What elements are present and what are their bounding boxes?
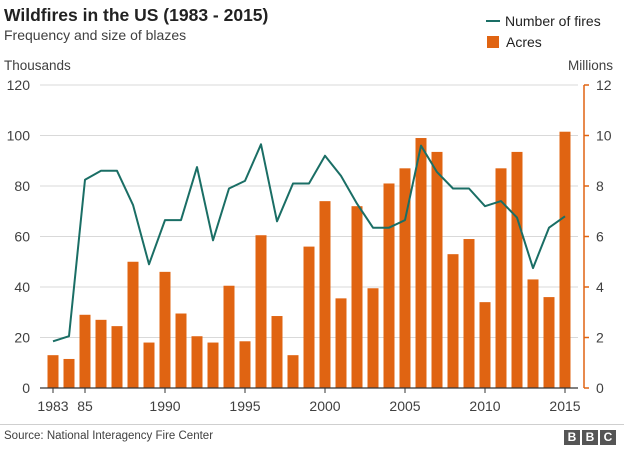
right-axis-tick-label: 2 <box>596 330 604 346</box>
right-axis-tick-label: 8 <box>596 178 604 194</box>
fires-line <box>52 143 566 343</box>
legend-item-acres: Acres <box>486 34 542 50</box>
x-axis-tick-label: 2010 <box>469 398 500 414</box>
chart-title: Wildfires in the US (1983 - 2015) <box>4 5 269 25</box>
left-axis-tick-label: 100 <box>7 128 31 144</box>
bbc-logo-letter: B <box>564 430 580 445</box>
bar <box>63 358 75 388</box>
right-axis-tick-label: 4 <box>596 279 604 295</box>
bar <box>47 355 59 388</box>
bar <box>223 285 235 388</box>
bar <box>463 239 475 388</box>
bar <box>351 206 363 388</box>
left-axis-tick-label: 80 <box>14 178 30 194</box>
right-axis-tick-label: 0 <box>596 380 604 396</box>
x-axis-tick-label: 1995 <box>229 398 260 414</box>
left-axis-tick-label: 0 <box>22 380 30 396</box>
bar <box>207 342 219 388</box>
bar <box>511 151 523 388</box>
left-axis-unit-label: Thousands <box>4 58 71 73</box>
bar <box>111 326 123 388</box>
right-axis-unit-label: Millions <box>567 58 613 73</box>
bbc-logo-letter: B <box>582 430 598 445</box>
bar <box>479 302 491 388</box>
legend-item-fires: Number of fires <box>486 13 601 29</box>
bar <box>271 316 283 388</box>
bar <box>95 319 107 388</box>
x-axis-tick-label: 2000 <box>309 398 340 414</box>
source-note: Source: National Interagency Fire Center <box>4 430 214 442</box>
bar <box>447 254 459 388</box>
x-axis-tick-label: 1983 <box>37 398 68 414</box>
bar <box>143 342 155 388</box>
legend-label-fires: Number of fires <box>505 13 601 29</box>
bar <box>127 261 139 388</box>
bar <box>175 313 187 388</box>
left-axis-tick-label: 40 <box>14 279 30 295</box>
legend-bar-swatch <box>487 36 499 48</box>
right-axis-tick-label: 6 <box>596 229 604 245</box>
legend-label-acres: Acres <box>506 34 542 50</box>
footer-divider <box>0 424 624 425</box>
chart-subtitle: Frequency and size of blazes <box>4 27 187 43</box>
bar <box>559 131 571 388</box>
right-axis-tick-label: 12 <box>596 77 612 93</box>
x-axis-tick-label: 2015 <box>549 398 580 414</box>
x-axis-tick-label: 85 <box>77 398 93 414</box>
left-axis-tick-label: 60 <box>14 229 30 245</box>
bar <box>383 183 395 388</box>
right-axis-tick-label: 10 <box>596 128 612 144</box>
bar <box>191 336 203 388</box>
bar <box>287 355 299 388</box>
bar <box>159 271 171 388</box>
bar <box>367 288 379 388</box>
bar <box>415 138 427 388</box>
x-axis-tick-label: 1990 <box>149 398 180 414</box>
bar <box>239 341 251 388</box>
bar <box>319 201 331 388</box>
bar <box>527 279 539 388</box>
bar <box>79 314 91 388</box>
bar <box>335 298 347 388</box>
bbc-logo: B B C <box>564 430 616 445</box>
bar <box>303 246 315 388</box>
bar <box>543 297 555 388</box>
left-axis-tick-label: 120 <box>7 77 31 93</box>
chart-area: 0 20 40 60 80 100 120 0 2 4 6 8 10 12 1983 85 1990 1995 20… <box>7 77 612 414</box>
left-axis-tick-label: 20 <box>14 330 30 346</box>
bar <box>255 235 267 388</box>
bar <box>431 151 443 388</box>
bbc-logo-letter: C <box>600 430 616 445</box>
bar <box>399 168 411 388</box>
legend-line-swatch <box>486 20 500 22</box>
bar <box>495 168 507 388</box>
x-axis-tick-label: 2005 <box>389 398 420 414</box>
